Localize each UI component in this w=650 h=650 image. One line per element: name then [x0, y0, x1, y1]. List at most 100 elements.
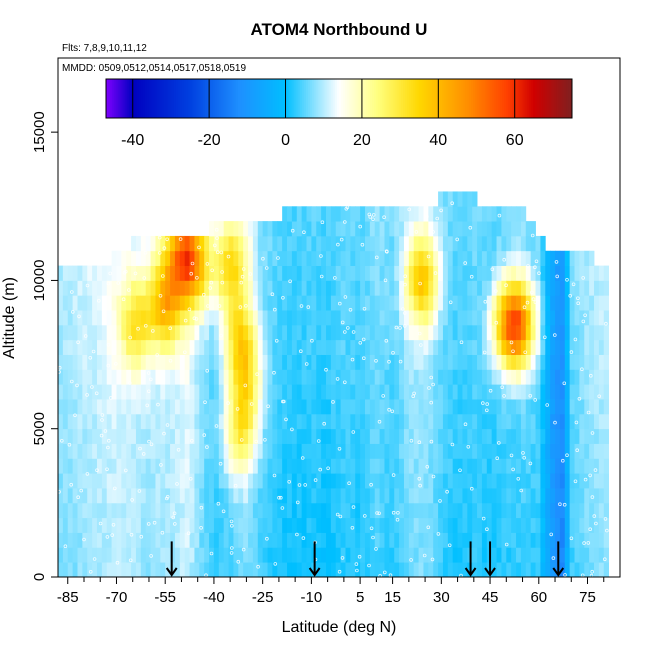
heatmap-cell — [291, 473, 298, 489]
observation-point — [236, 559, 241, 564]
observation-point — [272, 370, 276, 375]
heatmap-cell — [282, 265, 288, 281]
heatmap-cell — [467, 384, 473, 400]
heatmap-cell — [67, 399, 74, 415]
heatmap-cell — [384, 413, 390, 430]
heatmap-cell — [511, 384, 517, 400]
heatmap-cell — [389, 562, 395, 578]
heatmap-cell — [379, 354, 385, 370]
heatmap-cell — [194, 324, 200, 341]
heatmap-cell — [564, 280, 571, 296]
observation-point — [592, 514, 597, 518]
observation-point — [183, 318, 188, 323]
heatmap-cell — [194, 399, 200, 415]
heatmap-cell — [345, 488, 351, 504]
heatmap-cell — [520, 339, 527, 355]
heatmap-cell — [399, 473, 405, 489]
heatmap-cell — [272, 502, 278, 519]
heatmap-cell — [282, 280, 288, 296]
colorbar-segment — [323, 79, 326, 118]
heatmap-cell — [413, 295, 419, 311]
observation-point — [340, 320, 345, 325]
heatmap-cell — [555, 324, 561, 341]
heatmap-cell — [131, 458, 137, 474]
observation-point — [303, 483, 308, 487]
heatmap-cell — [170, 547, 176, 563]
heatmap-cell — [199, 399, 205, 415]
heatmap-cell — [428, 502, 434, 519]
y-axis-label: Altitude (m) — [1, 277, 18, 359]
observation-point — [190, 438, 194, 443]
heatmap-cell — [287, 310, 293, 326]
heatmap-cell — [418, 310, 424, 326]
colorbar-segment — [552, 79, 556, 118]
heatmap-cell — [238, 250, 244, 266]
heatmap-cell — [399, 384, 405, 400]
heatmap-cell — [491, 502, 497, 519]
heatmap-cell — [584, 295, 590, 311]
heatmap-cell — [184, 339, 190, 355]
heatmap-cell — [428, 562, 434, 578]
heatmap-cell — [350, 354, 356, 370]
heatmap-cell — [92, 532, 98, 548]
heatmap-cell — [96, 502, 103, 519]
heatmap-cell — [213, 488, 220, 504]
heatmap-cell — [330, 206, 337, 222]
heatmap-cell — [155, 488, 161, 504]
observation-point — [143, 250, 148, 255]
colorbar-segment — [542, 79, 546, 118]
heatmap-cell — [447, 473, 454, 489]
heatmap-cell — [369, 324, 376, 341]
heatmap-cell — [496, 517, 502, 533]
heatmap-cell — [150, 339, 156, 355]
heatmap-cell — [603, 562, 610, 578]
heatmap-cell — [111, 502, 117, 519]
heatmap-cell — [340, 443, 346, 459]
heatmap-cell — [321, 473, 327, 489]
heatmap-cell — [472, 250, 478, 266]
heatmap-cell — [252, 488, 259, 504]
heatmap-cell — [306, 532, 312, 548]
heatmap-cell — [106, 443, 112, 459]
heatmap-cell — [472, 399, 478, 415]
heatmap-cell — [155, 354, 161, 370]
heatmap-cell — [233, 369, 239, 385]
heatmap-cell — [145, 562, 151, 578]
heatmap-cell — [243, 399, 249, 415]
heatmap-cell — [364, 354, 371, 370]
heatmap-cell — [184, 354, 190, 370]
heatmap-cell — [316, 458, 322, 474]
heatmap-cell — [477, 488, 483, 504]
heatmap-cell — [291, 562, 298, 578]
heatmap-cell — [87, 354, 93, 370]
observation-point — [435, 216, 440, 221]
heatmap-cell — [267, 517, 273, 533]
observation-point — [128, 558, 133, 563]
heatmap-cell — [243, 562, 249, 578]
heatmap-cell — [394, 502, 400, 519]
observation-point — [418, 343, 423, 347]
heatmap-cell — [506, 517, 512, 533]
heatmap-cell — [408, 221, 415, 237]
colorbar-segment — [405, 79, 408, 118]
heatmap-cell — [467, 517, 473, 533]
heatmap-cell — [126, 428, 132, 444]
heatmap-cell — [306, 413, 312, 430]
heatmap-cell — [58, 488, 64, 504]
heatmap-cell — [116, 532, 122, 548]
heatmap-cell — [72, 532, 78, 548]
heatmap-cell — [559, 517, 566, 533]
heatmap-cell — [92, 547, 98, 563]
heatmap-cell — [389, 384, 395, 400]
heatmap-cell — [491, 517, 497, 533]
heatmap-cell — [170, 354, 176, 370]
heatmap-cell — [550, 428, 556, 444]
heatmap-cell — [101, 458, 108, 474]
heatmap-cell — [291, 413, 298, 430]
heatmap-cell — [140, 310, 147, 326]
heatmap-cell — [252, 250, 259, 266]
heatmap-cell — [350, 206, 356, 222]
heatmap-cell — [423, 517, 429, 533]
heatmap-cell — [511, 221, 517, 237]
